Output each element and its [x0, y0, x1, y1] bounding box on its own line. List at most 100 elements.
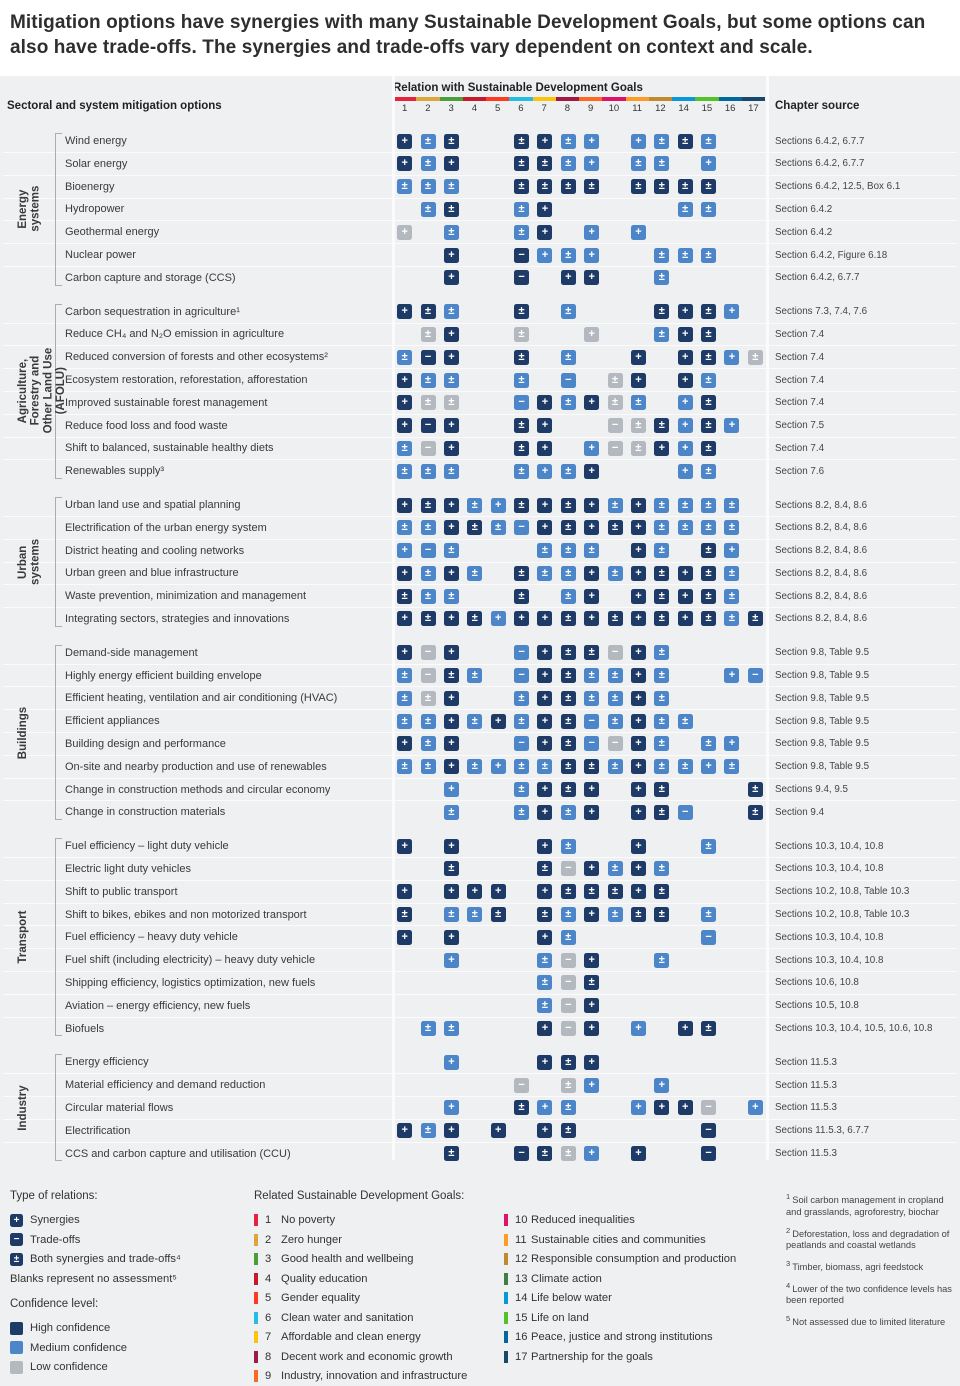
sdg-bar-segment — [532, 97, 556, 102]
mitigation-row: CCS and carbon capture and utilisation (… — [3, 1143, 957, 1165]
relation-cell: ± — [560, 713, 576, 729]
row-cells: ± − ± — [393, 972, 767, 994]
sdg-legend-item: 2 Zero hunger — [254, 1230, 504, 1250]
relation-cell: − — [701, 929, 717, 945]
mitigation-row: Fuel shift (including electricity) – hea… — [3, 949, 957, 973]
sdg-number: 3 — [265, 1253, 272, 1266]
relation-cell: ± — [420, 326, 436, 342]
sdg-column-number: 8 — [564, 103, 571, 115]
relation-cell: + — [677, 611, 693, 627]
row-label: Reduce CH₄ and N₂O emission in agricultu… — [65, 328, 285, 341]
row-cells: ± − + ± ± + + ± + ± — [393, 346, 767, 368]
relation-cell: + — [537, 463, 553, 479]
relation-cell: ± — [701, 201, 717, 217]
relation-cell: − — [560, 952, 576, 968]
relation-cell: ± — [560, 611, 576, 627]
chapter-source: Section 7.6 — [775, 465, 825, 477]
relation-cell: + — [443, 611, 459, 627]
relation-cell: + — [630, 349, 646, 365]
chapter-source: Section 9.8, Table 9.5 — [775, 647, 870, 659]
relation-cell: ± — [397, 179, 413, 195]
relation-cell: + — [630, 759, 646, 775]
relation-cell: + — [397, 645, 413, 661]
relation-cell: ± — [420, 736, 436, 752]
footnote: 2 Deforestation, loss and degradation of… — [786, 1225, 950, 1251]
row-label: Urban land use and spatial planning — [65, 499, 241, 511]
relation-cell: + — [443, 690, 459, 706]
sdg-bar-segment — [672, 97, 696, 102]
relation-cell: ± — [584, 543, 600, 559]
relation-cell: − — [701, 1146, 717, 1162]
relation-cell: − — [420, 645, 436, 661]
relation-cell: − — [747, 668, 763, 684]
sdg-legend-item: 17 Partnership for the goals — [504, 1347, 786, 1367]
relation-cell: + — [630, 804, 646, 820]
relation-cell: ± — [607, 520, 623, 536]
row-cells: + ± ± − + ± + ± ± + ± — [393, 392, 767, 414]
relation-cell: ± — [677, 713, 693, 729]
chapter-source: Sections 8.2, 8.4, 8.6 — [775, 522, 868, 534]
relations-legend-title: Type of relations: — [10, 1190, 98, 1203]
relation-cell: ± — [397, 907, 413, 923]
sdg-tick — [504, 1292, 508, 1305]
row-cells: + ± + ± + + + − + — [393, 1097, 767, 1119]
row-cells: ± ± ± ± ± + + ± + ± ± — [393, 585, 767, 607]
relation-cell: + — [724, 736, 740, 752]
sdg-column-number: 7 — [541, 103, 547, 115]
mitigation-row: Fuel efficiency – heavy duty vehicle + + + ±… — [3, 926, 957, 950]
relation-cell: + — [630, 497, 646, 513]
relation-cell: ± — [607, 690, 623, 706]
confidence-legend-items: High confidence Medium confidence Low conf… — [10, 1318, 254, 1377]
relation-cell: + — [397, 543, 413, 559]
relation-cell: + — [654, 1100, 670, 1116]
legend: Type of relations: + Synergies − Trade-offs… — [0, 1164, 960, 1386]
footnote-marker: 4 — [786, 1280, 793, 1290]
relation-cell: ± — [537, 975, 553, 991]
sdg-tick — [504, 1214, 508, 1227]
relation-cell: + — [584, 998, 600, 1014]
relation-cell: + — [630, 1100, 646, 1116]
footnote: 4 Lower of the two confidence levels has… — [786, 1280, 952, 1306]
sdg-label: Industry, innovation and infrastructure — [281, 1370, 468, 1383]
relation-cell: ± — [537, 907, 553, 923]
sdg-bar-segment — [439, 97, 463, 102]
sdg-tick — [504, 1350, 508, 1363]
relation-cell: ± — [560, 838, 576, 854]
relation-cell: + — [654, 440, 670, 456]
relation-cell: + — [677, 372, 693, 388]
chapter-source: Sections 8.2, 8.4, 8.6 — [775, 545, 868, 557]
relation-cell: + — [490, 884, 506, 900]
relation-cell: ± — [537, 998, 553, 1014]
relation-cell: + — [747, 1100, 763, 1116]
confidence-legend-title: Confidence level: — [10, 1298, 99, 1311]
sdg-bar-segment — [602, 97, 626, 102]
relation-cell: ± — [514, 201, 530, 217]
chapter-source: Sections 10.3, 10.4, 10.5, 10.6, 10.8 — [775, 1023, 933, 1035]
relation-cell: ± — [654, 611, 670, 627]
mitigation-row: Reduce food loss and food waste + − + ± + − ± ± +… — [3, 415, 957, 438]
footnote-marker: 3 — [786, 1259, 793, 1269]
sdg-label: Zero hunger — [281, 1233, 342, 1246]
sdg-number: 15 — [515, 1311, 528, 1324]
section: Buildings Demand-side management + − + − + ± ± − +… — [3, 642, 957, 823]
section: Urban systems Urban land use and spatial … — [3, 494, 957, 630]
mitigation-row: Reduce CH₄ and N₂O emission in agricultu… — [3, 324, 957, 347]
row-label: Material efficiency and demand reduction — [65, 1079, 266, 1092]
relation-cell: − — [607, 645, 623, 661]
relation-cell: + — [584, 395, 600, 411]
relation-cell: ± — [560, 179, 576, 195]
relations-legend-items: + Synergies − Trade-offs ± Both synergies and… — [10, 1210, 254, 1269]
row-label: Building design and performance — [65, 737, 226, 750]
sdg-legend-item: 12 Responsible consumption and production — [504, 1249, 786, 1269]
section-label: Agriculture, Forestry and Other Land Use… — [17, 348, 67, 435]
relation-cell: ± — [654, 270, 670, 286]
relation-cell: ± — [584, 690, 600, 706]
chapter-source: Section 7.5 — [775, 420, 825, 432]
relation-cell: ± — [654, 952, 670, 968]
relation-cell: ± — [654, 736, 670, 752]
relation-cell: ± — [630, 418, 646, 434]
sdg-tick — [254, 1350, 258, 1363]
relation-cell: ± — [514, 463, 530, 479]
relation-cell: + — [584, 565, 600, 581]
relation-cell: − — [560, 975, 576, 991]
